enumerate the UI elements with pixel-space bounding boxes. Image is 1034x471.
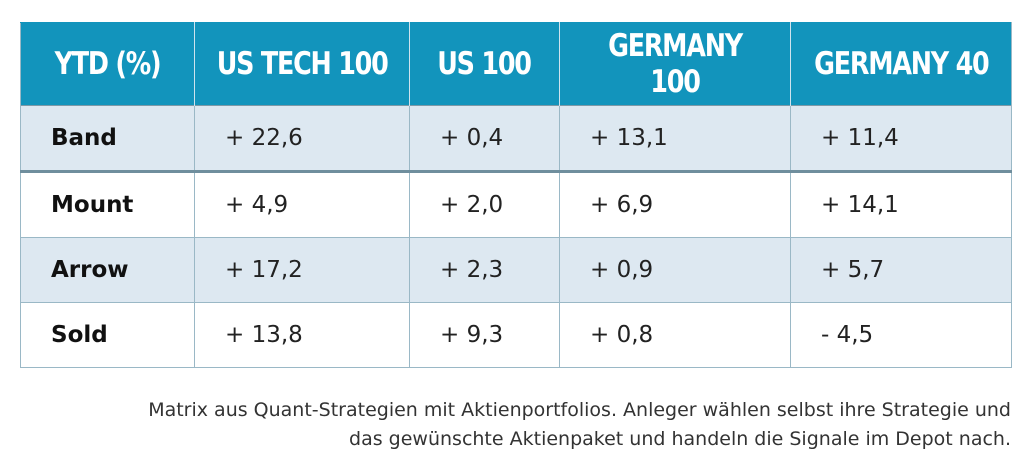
- table-cell: + 17,2: [194, 237, 410, 303]
- row-label: Mount: [20, 170, 195, 238]
- table-cell: + 2,3: [409, 237, 560, 303]
- row-label: Sold: [20, 302, 195, 368]
- table-cell: + 13,8: [194, 302, 410, 368]
- table-cell: + 0,8: [559, 302, 791, 368]
- table-cell: + 5,7: [790, 237, 1012, 303]
- table-row: Sold + 13,8 + 9,3 + 0,8 - 4,5: [20, 302, 1012, 368]
- table-cell: + 4,9: [194, 170, 410, 238]
- table-cell: + 22,6: [194, 105, 410, 172]
- column-header-label: GERMANY 40: [813, 46, 990, 82]
- caption-line: das gewünschte Aktienpaket und handeln d…: [349, 428, 1011, 450]
- table-cell: + 6,9: [559, 170, 791, 238]
- table-cell: + 2,0: [409, 170, 560, 238]
- column-header-label: GERMANY 100: [608, 28, 743, 100]
- table-row: Arrow + 17,2 + 2,3 + 0,9 + 5,7: [20, 237, 1012, 303]
- column-header-label: US 100: [437, 46, 533, 82]
- table-cell: + 0,9: [559, 237, 791, 303]
- caption-line: Matrix aus Quant-Strategien mit Aktienpo…: [148, 399, 1011, 421]
- table-cell: - 4,5: [790, 302, 1012, 368]
- table-cell: + 14,1: [790, 170, 1012, 238]
- table-cell: + 13,1: [559, 105, 791, 172]
- ytd-table: YTD (%) US TECH 100 US 100 GERMANY 100 G…: [20, 22, 1012, 368]
- column-header: GERMANY 100: [559, 22, 791, 106]
- table-row: Band + 22,6 + 0,4 + 13,1 + 11,4: [20, 105, 1012, 172]
- table-cell: + 11,4: [790, 105, 1012, 172]
- table-caption: Matrix aus Quant-Strategien mit Aktienpo…: [21, 396, 1011, 454]
- column-header: GERMANY 40: [790, 22, 1012, 106]
- column-header-label: YTD (%): [54, 46, 162, 82]
- table-row: Mount + 4,9 + 2,0 + 6,9 + 14,1: [20, 170, 1012, 238]
- column-header: YTD (%): [20, 22, 195, 106]
- row-label: Band: [20, 105, 195, 172]
- ytd-table-container: YTD (%) US TECH 100 US 100 GERMANY 100 G…: [20, 22, 1012, 368]
- table-cell: + 0,4: [409, 105, 560, 172]
- row-label: Arrow: [20, 237, 195, 303]
- column-header: US 100: [409, 22, 560, 106]
- column-header: US TECH 100: [194, 22, 410, 106]
- header-row: YTD (%) US TECH 100 US 100 GERMANY 100 G…: [20, 22, 1012, 106]
- table-cell: + 9,3: [409, 302, 560, 368]
- column-header-label: US TECH 100: [216, 46, 389, 82]
